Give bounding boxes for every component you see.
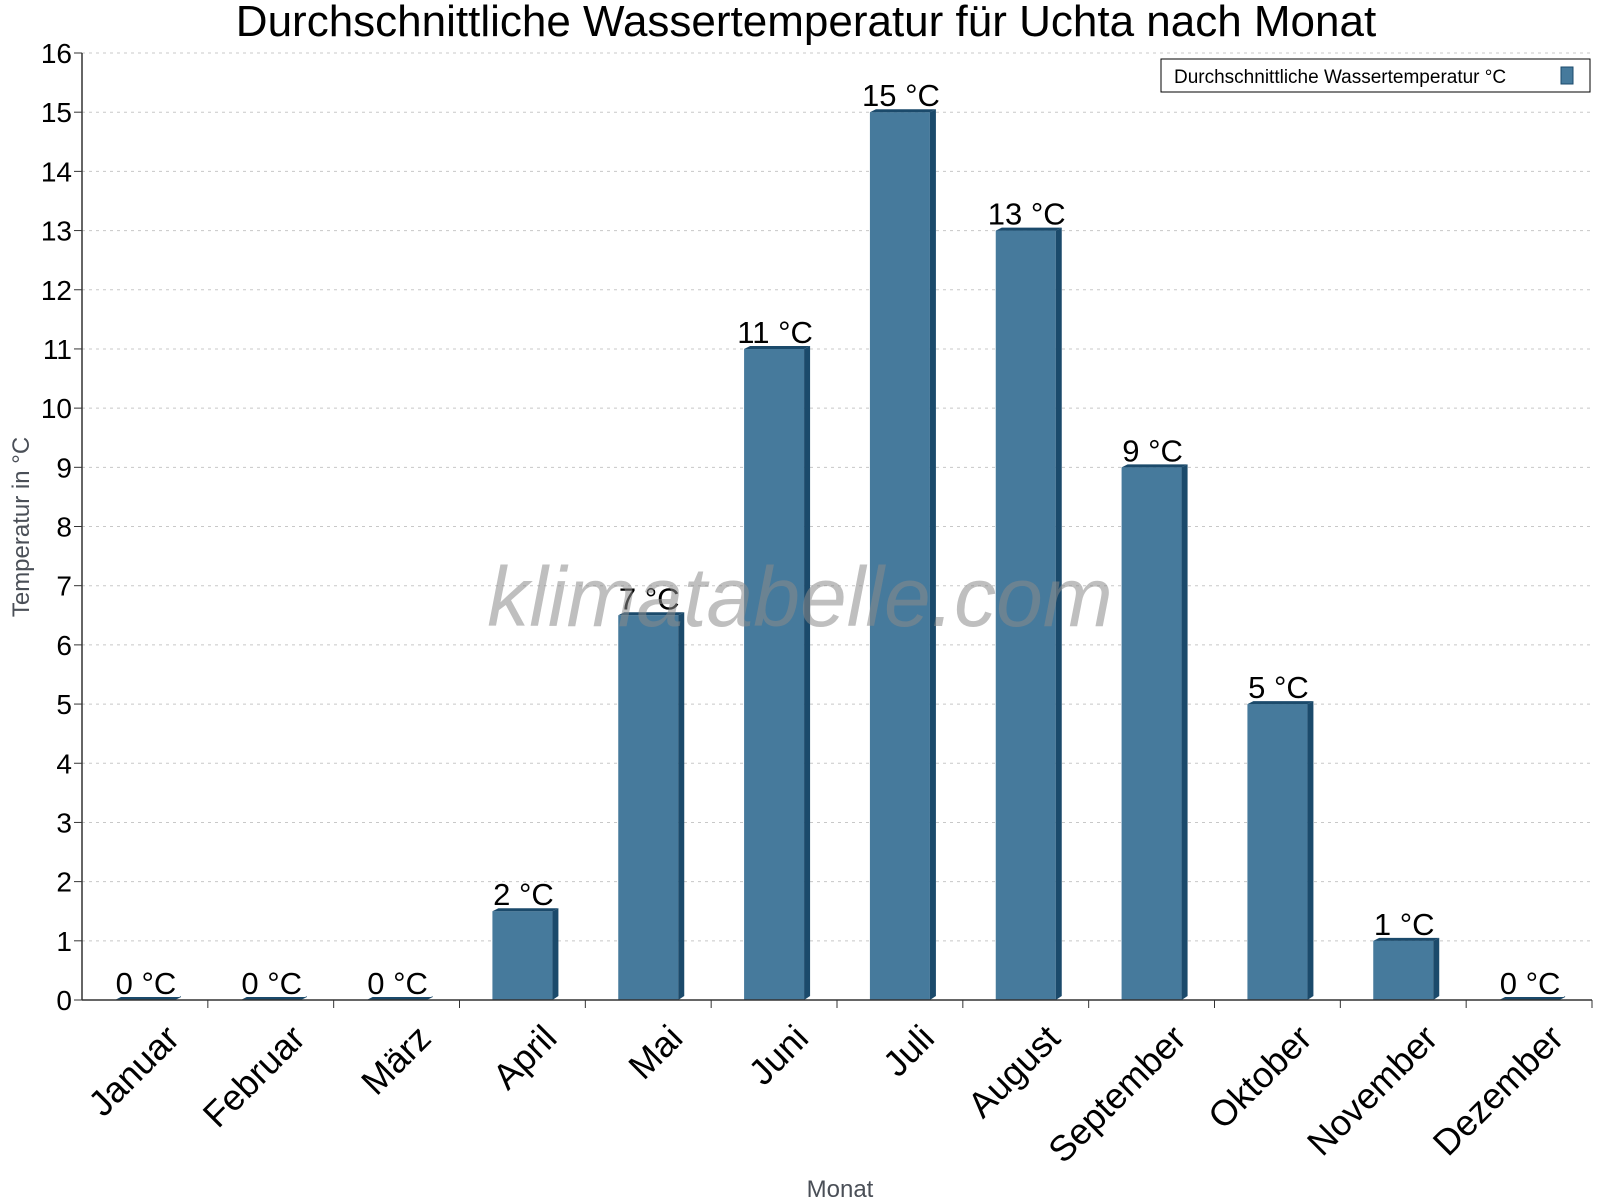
y-tick-label: 2 [56, 867, 72, 898]
data-label: 0 °C [367, 966, 428, 1001]
bar-top [618, 612, 685, 616]
y-axis-label: Temperatur in °C [8, 437, 35, 617]
x-tick-label: Januar [80, 1017, 187, 1124]
y-tick-label: 16 [41, 38, 72, 69]
y-tick-label: 12 [41, 275, 72, 306]
bar-side [804, 345, 811, 1000]
y-tick-label: 1 [56, 926, 72, 957]
bar-top [1247, 701, 1314, 705]
y-tick-label: 4 [56, 748, 72, 779]
bar-november: 1 °C [1373, 907, 1440, 1000]
bar-side [1307, 701, 1314, 1000]
x-axis-ticks: Januar Februar März April Mai Juni Juli AugustS… [80, 1000, 1593, 1171]
y-tick-label: 10 [41, 393, 72, 424]
bar-side [678, 612, 685, 1000]
legend: Durchschnittliche Wassertemperatur °C [1160, 58, 1591, 93]
legend-label: Durchschnittliche Wassertemperatur °C [1174, 67, 1506, 88]
bar-januar: 0 °C [114, 966, 181, 1001]
bar-top [1121, 464, 1188, 468]
bar-top [492, 908, 559, 912]
bar-face [1373, 940, 1434, 1000]
data-label: 11 °C [737, 315, 813, 350]
bar-side [552, 908, 559, 1000]
y-tick-label: 6 [56, 630, 72, 661]
y-tick-label: 7 [56, 571, 72, 602]
data-label: 7 °C [619, 581, 680, 616]
data-label: 13 °C [988, 197, 1066, 232]
bar-face [492, 911, 553, 1000]
x-tick-label: Juni [740, 1017, 816, 1093]
x-tick-label: Februar [195, 1017, 313, 1135]
bar-side [1433, 937, 1440, 1000]
bar-face [744, 348, 805, 1000]
bar-juni: 11 °C [737, 315, 813, 1000]
x-tick-label: Dezember [1425, 1017, 1571, 1163]
watermark-text: klimatabelle.com [487, 550, 1113, 644]
bar-side [1181, 464, 1188, 1000]
x-tick-label: April [485, 1017, 565, 1097]
y-tick-label: 0 [56, 985, 72, 1016]
y-tick-label: 3 [56, 807, 72, 838]
bar-märz: 0 °C [366, 966, 433, 1001]
bar-side [1055, 227, 1062, 1000]
bar-top [744, 345, 811, 349]
bar-april: 2 °C [492, 877, 559, 1000]
y-tick-label: 11 [43, 334, 72, 365]
x-tick-label: August [960, 1017, 1068, 1125]
bar-face [995, 230, 1056, 1000]
bar-mai: 7 °C [618, 581, 685, 1000]
data-label: 0 °C [1500, 966, 1561, 1001]
bar-top [1373, 937, 1440, 941]
bar-juli: 15 °C [862, 78, 940, 1000]
data-label: 0 °C [241, 966, 302, 1001]
bar-dezember: 0 °C [1499, 966, 1566, 1001]
data-label: 1 °C [1374, 907, 1435, 942]
bars: 0 °C 0 °C 0 °C 2 °C 7 °C 11 °C 15 °C 13 °C 9 °C 5… [114, 78, 1566, 1001]
y-tick-label: 15 [41, 97, 72, 128]
x-tick-label: November [1299, 1017, 1445, 1163]
x-tick-label: Juli [875, 1017, 942, 1084]
data-label: 2 °C [493, 877, 554, 912]
y-tick-label: 14 [41, 156, 72, 187]
x-axis-label: Monat [807, 1176, 874, 1200]
bar-top [995, 227, 1062, 231]
bar-top [869, 109, 936, 113]
bar-side [929, 109, 936, 1000]
legend-swatch [1560, 66, 1574, 85]
chart-title: Durchschnittliche Wassertemperatur für U… [236, 0, 1376, 46]
bar-oktober: 5 °C [1247, 670, 1314, 1000]
legend-box [1160, 58, 1591, 93]
bar-februar: 0 °C [240, 966, 307, 1001]
gridlines [82, 52, 1592, 942]
bar-face [1247, 704, 1308, 1000]
bar-september: 9 °C [1121, 433, 1188, 1000]
x-tick-label: März [353, 1017, 439, 1103]
data-label: 9 °C [1122, 433, 1183, 468]
data-label: 0 °C [116, 966, 177, 1001]
x-tick-label: Mai [620, 1017, 690, 1087]
y-tick-label: 9 [56, 452, 72, 483]
data-label: 15 °C [862, 78, 940, 113]
y-tick-label: 8 [56, 512, 72, 543]
y-tick-label: 13 [41, 216, 72, 247]
x-tick-label: Oktober [1200, 1017, 1320, 1137]
bar-face [618, 615, 679, 1000]
bar-face [869, 112, 930, 1000]
bar-face [1121, 467, 1182, 1000]
bar-august: 13 °C [988, 197, 1066, 1000]
y-tick-label: 5 [56, 689, 72, 720]
x-tick-label: September [1040, 1017, 1194, 1171]
data-label: 5 °C [1248, 670, 1309, 705]
